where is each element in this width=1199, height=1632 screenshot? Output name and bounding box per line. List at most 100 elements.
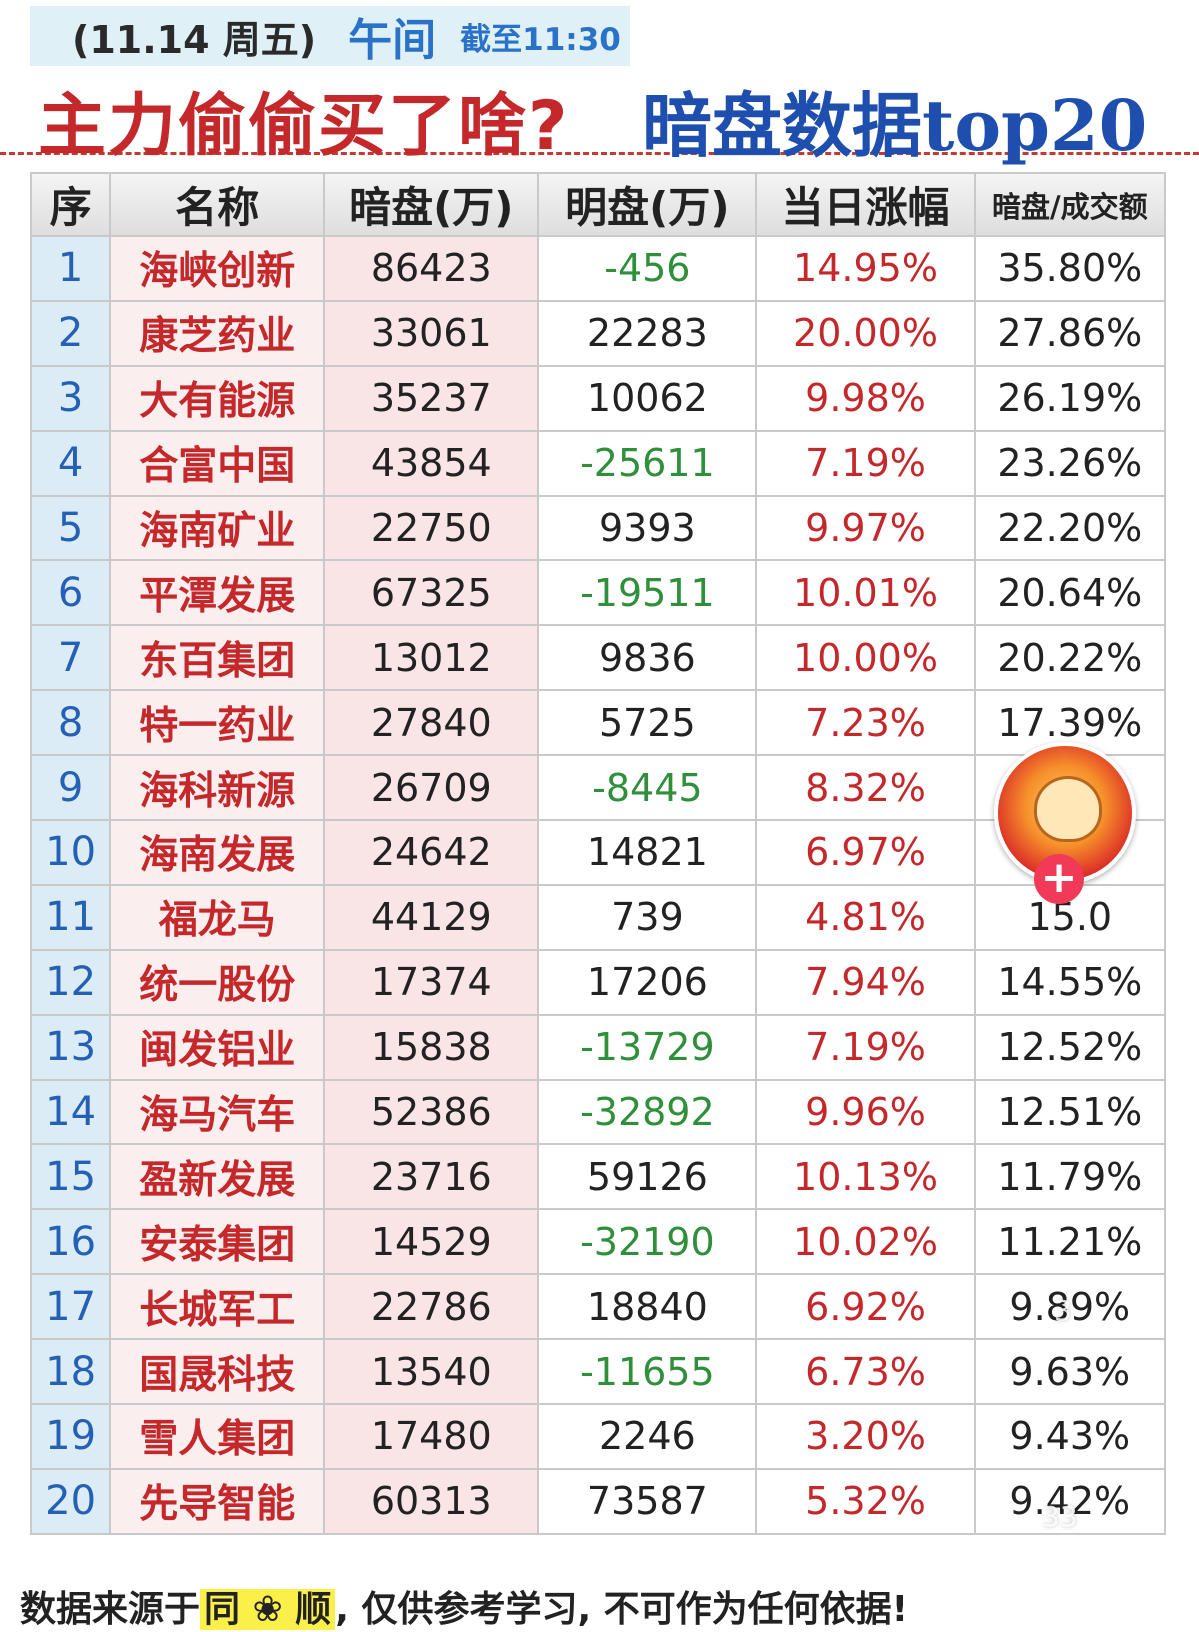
stock-name: 合富中国 <box>109 429 326 497</box>
table-row: 5 海南矿业 22750 9393 9.97% 22.20% <box>29 494 1167 562</box>
column-header-lit: 明盘(万) <box>537 172 758 237</box>
table-row: 8 特一药业 27840 5725 7.23% 17.39% <box>29 689 1167 757</box>
source-prefix: 数据来源于 <box>20 1589 201 1630</box>
source-suffix: , 仅供参考学习, 不可作为任何依据! <box>335 1589 909 1630</box>
stock-name: 平潭发展 <box>109 559 326 627</box>
lit-pool-value: -8445 <box>537 754 758 822</box>
row-index: 7 <box>29 624 112 692</box>
dark-pool-value: 43854 <box>323 429 540 497</box>
dark-ratio: 14.55% <box>973 948 1167 1016</box>
lit-pool-value: -32892 <box>537 1078 758 1146</box>
row-index: 14 <box>29 1078 112 1146</box>
stock-name: 统一股份 <box>109 948 326 1016</box>
source-note: 数据来源于同 ❀ 顺, 仅供参考学习, 不可作为任何依据! <box>20 1580 908 1632</box>
table-row: 3 大有能源 35237 10062 9.98% 26.19% <box>29 364 1167 432</box>
dark-pool-value: 60313 <box>323 1467 540 1535</box>
stock-name: 海科新源 <box>109 754 326 822</box>
daily-change: 5.32% <box>755 1467 976 1535</box>
daily-change: 8.32% <box>755 754 976 822</box>
dark-ratio: 22.20% <box>973 494 1167 562</box>
table-row: 20 先导智能 60313 73587 5.32% 9.42% <box>29 1467 1167 1535</box>
daily-change: 6.97% <box>755 819 976 886</box>
dark-ratio: 11.21% <box>973 1208 1167 1276</box>
share-count: 3 <box>1054 1294 1072 1327</box>
dark-ratio: 35.80% <box>973 235 1167 302</box>
stock-name: 先导智能 <box>109 1467 326 1535</box>
table-row: 13 闽发铝业 15838 -13729 7.19% 12.52% <box>29 1013 1167 1081</box>
lit-pool-value: 14821 <box>537 819 758 886</box>
dark-pool-value: 17374 <box>323 948 540 1016</box>
ox-mascot-icon <box>1034 776 1102 842</box>
daily-change: 9.98% <box>755 364 976 432</box>
stock-name: 盈新发展 <box>109 1143 326 1211</box>
cutoff-label: 截至11:30 <box>460 21 621 58</box>
dark-pool-table: 序 名称 暗盘(万) 明盘(万) 当日涨幅 暗盘/成交额 1 海峡创新 86423-… <box>29 172 1167 1535</box>
table-header-row: 序 名称 暗盘(万) 明盘(万) 当日涨幅 暗盘/成交额 <box>29 172 1167 237</box>
table-row: 16 安泰集团 14529 -32190 10.02% 11.21% <box>29 1208 1167 1276</box>
table-row: 19 雪人集团 17480 2246 3.20% 9.43% <box>29 1403 1167 1470</box>
dark-pool-value: 52386 <box>323 1078 540 1146</box>
dark-pool-value: 22750 <box>323 494 540 562</box>
daily-change: 9.97% <box>755 494 976 562</box>
daily-change: 14.95% <box>755 235 976 302</box>
lit-pool-value: -19511 <box>537 559 758 627</box>
daily-change: 3.20% <box>755 1403 976 1470</box>
stock-name: 福龙马 <box>109 883 326 951</box>
row-index: 19 <box>29 1403 112 1470</box>
stock-name: 东百集团 <box>109 624 326 692</box>
session-label: 午间 <box>348 15 437 66</box>
dark-ratio: 20.22% <box>973 624 1167 692</box>
row-index: 6 <box>29 559 112 627</box>
dark-pool-value: 17480 <box>323 1403 540 1470</box>
dark-ratio: 26.19% <box>973 364 1167 432</box>
lit-pool-value: 739 <box>537 883 758 951</box>
dark-ratio: 20.64% <box>973 559 1167 627</box>
row-index: 8 <box>29 689 112 757</box>
stock-name: 雪人集团 <box>109 1403 326 1470</box>
daily-change: 20.00% <box>755 299 976 367</box>
column-header-dark: 暗盘(万) <box>323 172 540 237</box>
follow-button[interactable]: + <box>1034 854 1084 904</box>
table-row: 6 平潭发展 67325 -19511 10.01% 20.64% <box>29 559 1167 627</box>
daily-change: 6.73% <box>755 1338 976 1406</box>
stock-name: 海峡创新 <box>109 235 326 302</box>
lit-pool-value: 59126 <box>537 1143 758 1211</box>
row-index: 1 <box>29 235 112 302</box>
date-label: (11.14 周五) <box>72 17 317 62</box>
row-index: 10 <box>29 819 112 886</box>
row-index: 15 <box>29 1143 112 1211</box>
stock-name: 安泰集团 <box>109 1208 326 1276</box>
source-name: 同 ❀ 顺 <box>200 1589 336 1630</box>
dark-ratio: 12.52% <box>973 1013 1167 1081</box>
lit-pool-value: 22283 <box>537 299 758 367</box>
dark-pool-value: 13540 <box>323 1338 540 1406</box>
table-row: 11 福龙马 44129 739 4.81% 15.0 <box>29 883 1167 951</box>
column-header-ratio: 暗盘/成交额 <box>973 172 1167 237</box>
table-row: 14 海马汽车 52386 -32892 9.96% 12.51% <box>29 1078 1167 1146</box>
daily-change: 7.23% <box>755 689 976 757</box>
dark-ratio: 12.51% <box>973 1078 1167 1146</box>
stock-name: 国晟科技 <box>109 1338 326 1406</box>
daily-change: 10.02% <box>755 1208 976 1276</box>
daily-change: 9.96% <box>755 1078 976 1146</box>
lit-pool-value: -13729 <box>537 1013 758 1081</box>
row-index: 12 <box>29 948 112 1016</box>
table-row: 4 合富中国 43854 -25611 7.19% 23.26% <box>29 429 1167 497</box>
dark-pool-value: 44129 <box>323 883 540 951</box>
table-body: 1 海峡创新 86423 -456 14.95% 35.80% 2 康芝药业 33061 2228… <box>29 235 1167 1535</box>
title-row: 主力偷偷买了啥? 暗盘数据top20 <box>0 68 1199 167</box>
table-row: 1 海峡创新 86423 -456 14.95% 35.80% <box>29 235 1167 302</box>
column-header-index: 序 <box>29 172 112 237</box>
daily-change: 7.94% <box>755 948 976 1016</box>
dark-pool-value: 22786 <box>323 1273 540 1341</box>
row-index: 5 <box>29 494 112 562</box>
dark-ratio: 23.26% <box>973 429 1167 497</box>
column-header-change: 当日涨幅 <box>755 172 976 237</box>
page-subtitle: 暗盘数据top20 <box>642 84 1148 167</box>
stock-name: 海马汽车 <box>109 1078 326 1146</box>
column-header-name: 名称 <box>109 172 326 237</box>
table-row: 7 东百集团 13012 9836 10.00% 20.22% <box>29 624 1167 692</box>
table-row: 17 长城军工 22786 18840 6.92% 9.89% <box>29 1273 1167 1341</box>
daily-change: 10.13% <box>755 1143 976 1211</box>
